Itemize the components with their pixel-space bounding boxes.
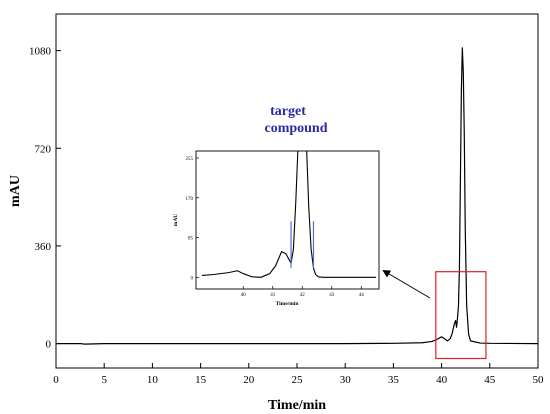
inset-y-tick-label: 170 <box>186 197 194 202</box>
inset-y-tick-label: 0 <box>191 276 194 281</box>
zoom-arrow <box>382 269 431 299</box>
main-x-tick-label: 15 <box>195 374 207 386</box>
inset-x-ticks: 40 41 42 43 44 <box>241 286 365 298</box>
annotation-line: target <box>270 104 306 119</box>
inset-x-axis-label: Time/min <box>276 301 299 307</box>
inset-y-axis-label: mAU <box>173 214 179 227</box>
inset-markers <box>290 221 315 268</box>
main-y-tick-label: 0 <box>46 339 52 351</box>
inset-x-tick-label: 42 <box>300 293 306 298</box>
inset-y-tick-label: 85 <box>188 237 194 242</box>
inset-y-tick-label: 255 <box>186 157 194 162</box>
target-compound-annotation: target compound <box>264 104 327 136</box>
main-x-tick-label: 0 <box>53 374 59 386</box>
highlight-box <box>435 271 487 360</box>
main-series-line <box>56 47 539 345</box>
main-y-ticks: 0 360 720 1080 <box>29 46 61 351</box>
main-plot: 0 5 10 15 20 25 30 35 40 45 50 0 360 720 1080 Time/mi… <box>8 13 544 413</box>
main-x-tick-label: 35 <box>388 374 400 386</box>
inset-x-tick-label: 41 <box>270 293 276 298</box>
inset-plot-frame <box>195 150 380 290</box>
main-x-tick-label: 20 <box>243 374 255 386</box>
inset-x-tick-label: 43 <box>329 293 335 298</box>
main-x-tick-label: 25 <box>292 374 304 386</box>
main-x-tick-label: 50 <box>533 374 545 386</box>
inset-series-line <box>306 150 377 278</box>
main-x-tick-label: 30 <box>340 374 352 386</box>
main-x-tick-label: 45 <box>484 374 496 386</box>
main-x-ticks: 0 5 10 15 20 25 30 35 40 45 50 <box>53 363 544 386</box>
inset-series-lines <box>201 150 377 278</box>
inset-x-tick-label: 44 <box>359 293 365 298</box>
annotation-line: compound <box>264 121 327 136</box>
main-x-tick-label: 40 <box>436 374 448 386</box>
main-x-tick-label: 5 <box>101 374 107 386</box>
main-y-axis-label: mAU <box>8 175 23 207</box>
inset-x-tick-label: 40 <box>241 293 247 298</box>
main-y-tick-label: 1080 <box>29 46 52 58</box>
inset-plot: 40 41 42 43 44 0 85 170 255 Time/min mAU target… <box>173 104 380 307</box>
inset-series-line <box>201 150 299 278</box>
main-y-tick-label: 720 <box>35 143 52 155</box>
main-x-axis-label: Time/min <box>268 398 326 413</box>
main-x-tick-label: 10 <box>147 374 159 386</box>
inset-y-ticks: 0 85 170 255 <box>186 157 199 281</box>
main-y-tick-label: 360 <box>35 241 52 253</box>
